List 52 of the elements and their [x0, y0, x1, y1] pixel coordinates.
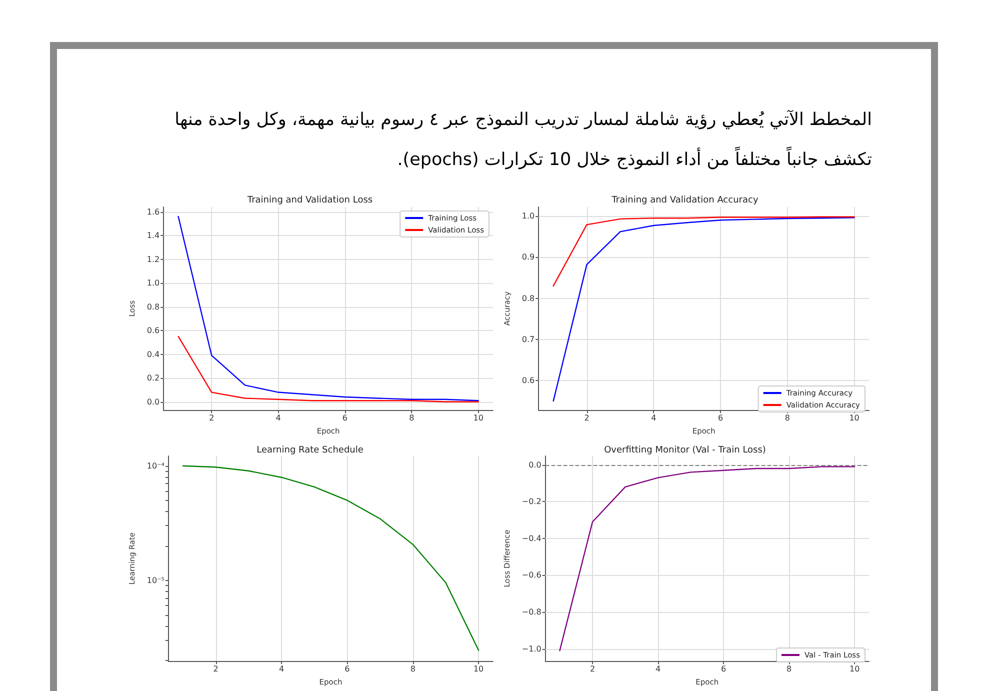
y-tick-label: 1.2	[146, 254, 160, 264]
line-series	[178, 336, 479, 402]
chart-title: Training and Validation Accuracy	[610, 196, 759, 206]
y-tick-label: −0.4	[522, 534, 542, 543]
y-tick-label: 1.0	[522, 212, 535, 221]
x-tick-label: 2	[209, 414, 214, 423]
x-tick-label: 10	[473, 414, 484, 423]
y-tick-label: 0.2	[146, 374, 160, 383]
chart-title: Training and Validation Loss	[246, 196, 373, 206]
line-series	[552, 216, 855, 287]
x-tick-label: 2	[590, 664, 596, 674]
x-tick-label: 8	[409, 414, 414, 423]
y-tick-label: 1.6	[146, 207, 160, 216]
y-tick-label: 1.4	[146, 231, 160, 240]
x-tick-label: 2	[584, 414, 590, 423]
x-tick-label: 10	[849, 414, 860, 423]
y-tick-label: 0.0	[146, 397, 160, 406]
x-tick-label: 6	[720, 664, 726, 674]
y-tick-label: 0.7	[522, 334, 535, 344]
y-tick-label: 0.6	[146, 326, 160, 336]
x-tick-label: 6	[342, 414, 348, 423]
x-tick-label: 4	[278, 664, 284, 674]
x-tick-label: 4	[276, 414, 281, 423]
y-tick-label: 1.0	[146, 278, 160, 288]
x-tick-label: 8	[786, 664, 792, 674]
y-tick-label: 0.4	[146, 350, 160, 359]
x-tick-label: 4	[651, 414, 656, 423]
x-tick-label: 10	[849, 664, 860, 674]
y-tick-label: 0.0	[528, 460, 542, 470]
y-tick-label: −1.0	[522, 644, 542, 654]
x-tick-label: 4	[655, 664, 661, 674]
chart-title: Learning Rate Schedule	[256, 446, 364, 456]
x-tick-label: 2	[213, 664, 218, 674]
y-tick-label: −0.8	[522, 607, 542, 616]
chart-title: Overfitting Monitor (Val - Train Loss)	[604, 446, 766, 456]
x-tick-label: 8	[410, 664, 416, 674]
y-tick-label: 10⁻⁴	[146, 461, 165, 470]
x-tick-label: 10	[473, 664, 484, 674]
line-series	[552, 217, 855, 402]
y-tick-label: 0.6	[522, 376, 535, 385]
y-tick-label: −0.2	[522, 497, 542, 506]
x-tick-label: 8	[784, 414, 790, 423]
y-tick-label: 0.8	[146, 302, 160, 312]
y-tick-label: 0.8	[522, 294, 535, 303]
text: المخطط الآتي يُعطي رؤية شاملة لمسار تدريب النموذج عبر ٤ رسوم بيانية مهمة، وكل واحدة منها تكشف جانباً مختلفاً من أداء النموذج خلال 10 تكرارات (epochs).	[174, 109, 872, 172]
y-tick-label: −0.6	[522, 570, 542, 580]
y-tick-label: 0.9	[522, 252, 535, 262]
x-tick-label: 6	[344, 664, 350, 674]
y-tick-label: 10⁻⁵	[146, 576, 165, 585]
line-series	[559, 466, 856, 652]
line-series	[182, 465, 480, 651]
x-tick-label: 6	[718, 414, 724, 423]
